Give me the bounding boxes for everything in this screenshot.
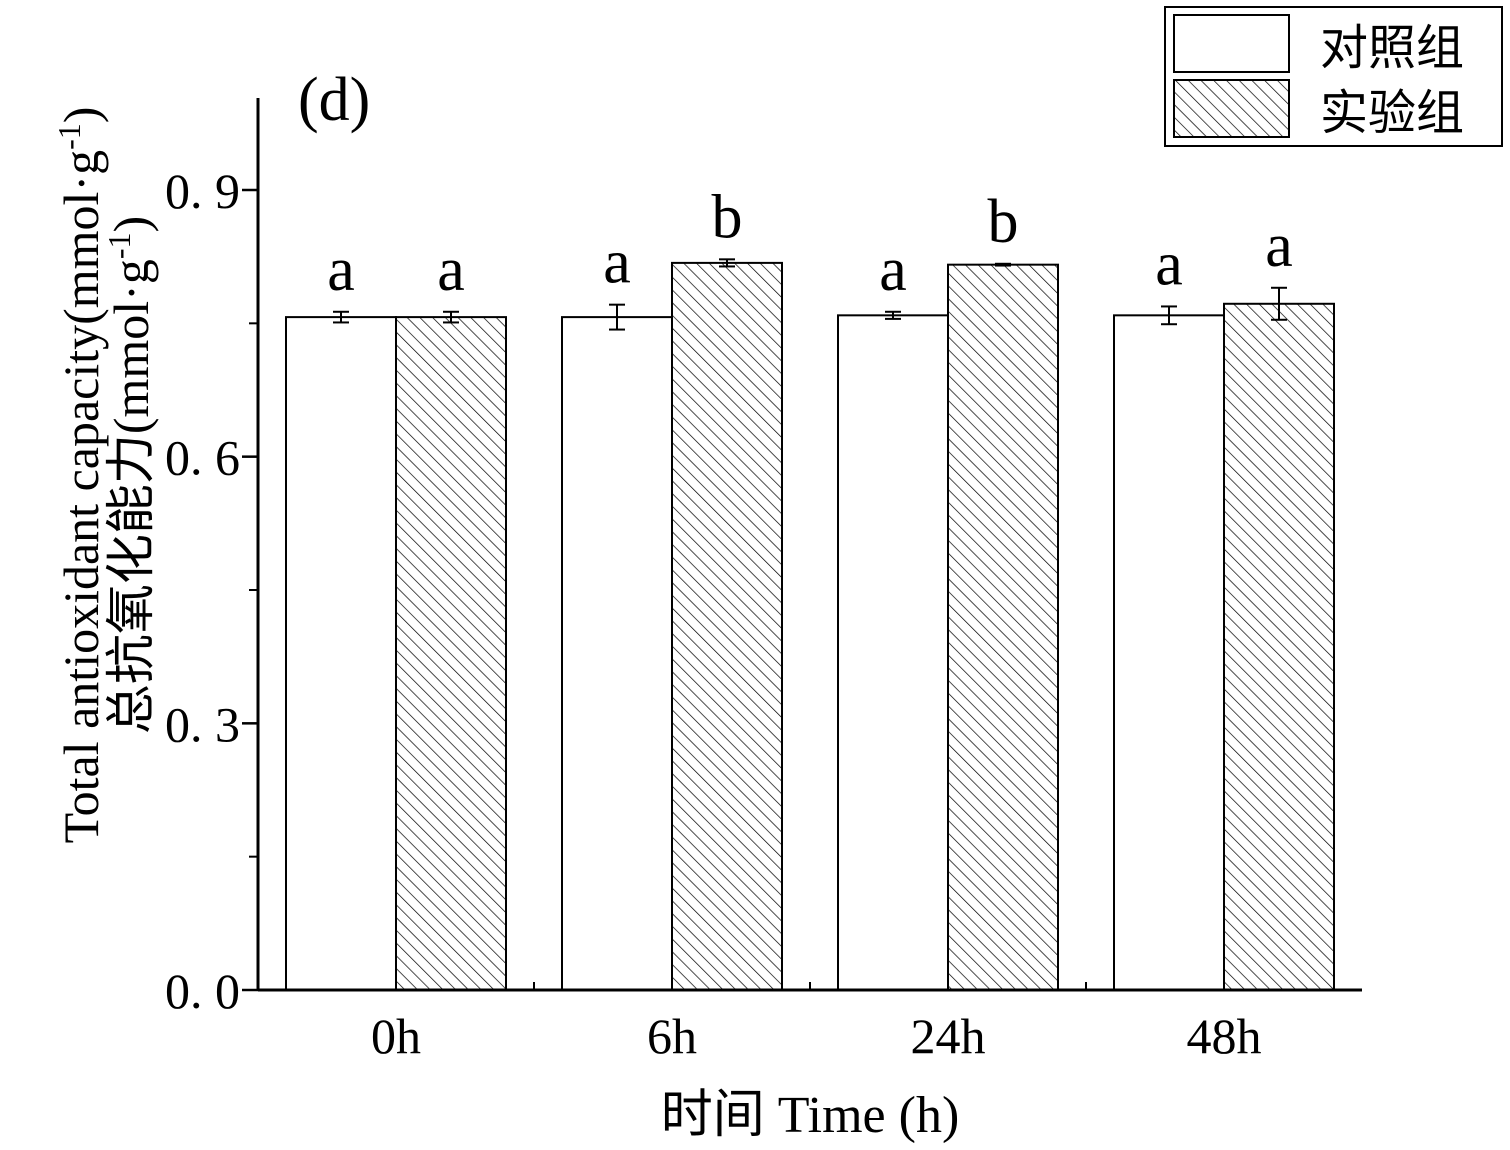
x-tick-label-6h: 6h (647, 1008, 697, 1064)
y-axis-title-en-sup: -1 (51, 123, 87, 150)
significance-letter-control-0h: a (327, 236, 355, 304)
significance-letter-control-48h: a (1155, 230, 1183, 298)
y-tick-label: 0. 3 (165, 696, 240, 752)
significance-letter-experiment-24h: b (988, 188, 1019, 256)
panel-label: (d) (298, 66, 370, 134)
y-tick-label: 0. 0 (165, 963, 240, 1019)
y-tick-label: 0. 6 (165, 430, 240, 486)
bar-control-48h (1113, 314, 1225, 992)
y-axis-title: 总抗氧化能力(mmol·g-1) Total antioxidant capac… (51, 107, 159, 844)
y-tick-label: 0. 9 (165, 163, 240, 219)
bar-experiment-0h (395, 316, 507, 992)
y-axis-title-cn: 总抗氧化能力 (103, 434, 159, 734)
legend-label-control: 对照组 (1320, 22, 1464, 75)
legend-swatch-control (1173, 14, 1290, 73)
legend-swatch-experiment (1173, 79, 1290, 138)
bar-experiment-24h (947, 263, 1059, 991)
svg-text:Total antioxidant capacity(mmo: Total antioxidant capacity(mmol·g-1) (51, 107, 109, 844)
axes-group: 0h 6h 24h 48h 0. 0 0. 3 0. 6 0. 9 (165, 98, 1362, 1064)
x-tick-label-24h: 24h (911, 1008, 986, 1064)
bar-control-0h (285, 316, 397, 992)
x-tick-label-48h: 48h (1187, 1008, 1262, 1064)
x-axis-title: 时间 Time (h) (661, 1087, 960, 1144)
significance-letter-control-6h: a (603, 229, 631, 297)
y-axis-title-unit: (mmol·g-1) (101, 216, 159, 434)
significance-letter-experiment-6h: b (712, 183, 743, 251)
x-tick-label-0h: 0h (371, 1008, 421, 1064)
significance-letter-experiment-48h: a (1265, 212, 1293, 280)
legend: 对照组 实验组 (1164, 6, 1503, 147)
bar-experiment-6h (671, 261, 783, 991)
significance-letter-experiment-0h: a (437, 236, 465, 304)
significance-letter-control-24h: a (879, 236, 907, 304)
bar-control-6h (561, 316, 673, 992)
legend-label-experiment: 实验组 (1320, 87, 1464, 140)
y-axis-title-en: Total antioxidant capacity(mmol·g (53, 150, 109, 844)
svg-text:总抗氧化能力(mmol·g-1): 总抗氧化能力(mmol·g-1) (101, 216, 159, 734)
bar-control-24h (837, 314, 949, 992)
y-axis-title-en-close: ) (53, 107, 109, 124)
bar-experiment-48h (1223, 302, 1335, 991)
